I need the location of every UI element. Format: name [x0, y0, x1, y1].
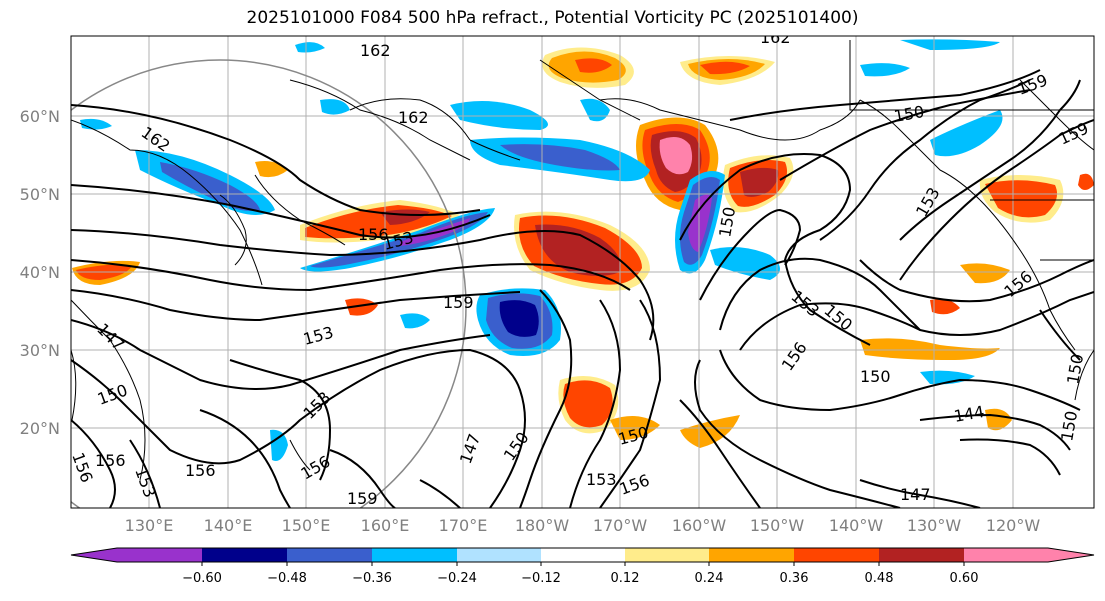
colorbar-tick-label: −0.36: [352, 571, 392, 586]
lon-label: 180°W: [515, 516, 570, 535]
lat-label: 20°N: [20, 419, 60, 438]
contour-label: 162: [398, 108, 429, 127]
colorbar-segment: [709, 548, 794, 562]
colorbar: −0.60 −0.48 −0.36 −0.24 −0.12 0.12 0.24 …: [70, 547, 1095, 586]
colorbar-tick-label: 0.48: [865, 571, 894, 586]
colorbar-segment: [202, 548, 287, 562]
map-title: 2025101000 F084 500 hPa refract., Potent…: [246, 8, 859, 28]
latitude-labels: 60°N 50°N 40°N 30°N 20°N: [20, 107, 60, 438]
contour-label: 147: [900, 485, 931, 504]
lon-label: 160°E: [361, 516, 410, 535]
lon-label: 120°W: [986, 516, 1041, 535]
map-content: 162 162 162 162 159 159 159 159 156 156 …: [71, 28, 1094, 508]
colorbar-tick-label: 0.12: [611, 571, 640, 586]
lon-label: 150°E: [282, 516, 331, 535]
lat-label: 50°N: [20, 185, 60, 204]
lat-label: 30°N: [20, 341, 60, 360]
lon-label: 150°W: [750, 516, 805, 535]
colorbar-tick-label: −0.48: [267, 571, 307, 586]
contour-label: 156: [358, 225, 389, 244]
colorbar-segment: [625, 548, 709, 562]
colorbar-tick-label: −0.60: [182, 571, 222, 586]
contour-label: 159: [443, 293, 474, 312]
colorbar-segment: [964, 548, 1048, 562]
lon-label: 140°E: [204, 516, 253, 535]
colorbar-tick-label: 0.36: [780, 571, 809, 586]
contour-label: 162: [760, 28, 791, 47]
contours: [71, 69, 1094, 508]
lon-label: 130°W: [907, 516, 962, 535]
contour-label: 159: [347, 489, 378, 508]
contour-labels: 162 162 162 162 159 159 159 159 156 156 …: [71, 28, 1091, 508]
map-frame: [70, 35, 1095, 509]
colorbar-segment: [372, 548, 457, 562]
lon-label: 170°W: [593, 516, 648, 535]
range-circle: [71, 59, 467, 508]
colorbar-tick-label: −0.12: [521, 571, 561, 586]
lat-label: 40°N: [20, 263, 60, 282]
lon-label: 170°E: [439, 516, 488, 535]
colorbar-segment: [117, 548, 202, 562]
longitude-labels: 130°E 140°E 150°E 160°E 170°E 180°W 170°…: [125, 516, 1041, 535]
contour-label: 162: [360, 41, 391, 60]
colorbar-segment: [879, 548, 964, 562]
contour-label: 153: [586, 470, 617, 489]
coastlines: [71, 40, 1094, 481]
colorbar-segment: [71, 548, 117, 562]
colorbar-segment: [1048, 548, 1094, 562]
lon-label: 160°W: [672, 516, 727, 535]
colorbar-segment: [287, 548, 372, 562]
colorbar-segment: [541, 548, 625, 562]
lat-label: 60°N: [20, 107, 60, 126]
contour-label: 156: [95, 451, 126, 470]
pv-fill-regions: [72, 39, 1094, 461]
lon-label: 140°W: [829, 516, 884, 535]
colorbar-segment: [457, 548, 541, 562]
colorbar-tick-label: 0.60: [950, 571, 979, 586]
contour-label: 150: [860, 367, 891, 386]
colorbar-tick-label: 0.24: [695, 571, 724, 586]
colorbar-segment: [794, 548, 879, 562]
colorbar-outline: [70, 547, 1095, 563]
colorbar-tick-label: −0.24: [437, 571, 477, 586]
lon-label: 130°E: [125, 516, 174, 535]
contour-label: 156: [185, 461, 216, 480]
